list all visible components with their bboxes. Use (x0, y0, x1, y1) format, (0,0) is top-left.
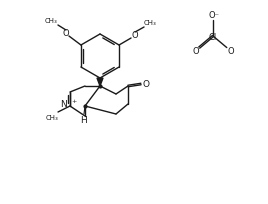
Text: H: H (80, 116, 86, 125)
Text: CH₃: CH₃ (44, 18, 57, 24)
Text: +: + (71, 99, 76, 104)
Text: O: O (193, 47, 199, 56)
Text: O: O (63, 28, 69, 37)
Text: CH₃: CH₃ (144, 20, 157, 26)
Text: O: O (132, 30, 138, 39)
Text: O: O (228, 47, 234, 56)
Text: N: N (60, 100, 67, 109)
Text: O⁻: O⁻ (209, 11, 219, 20)
Polygon shape (97, 79, 103, 86)
Text: CH₃: CH₃ (46, 114, 58, 120)
Text: Cl: Cl (209, 33, 217, 42)
Text: O: O (143, 80, 150, 89)
